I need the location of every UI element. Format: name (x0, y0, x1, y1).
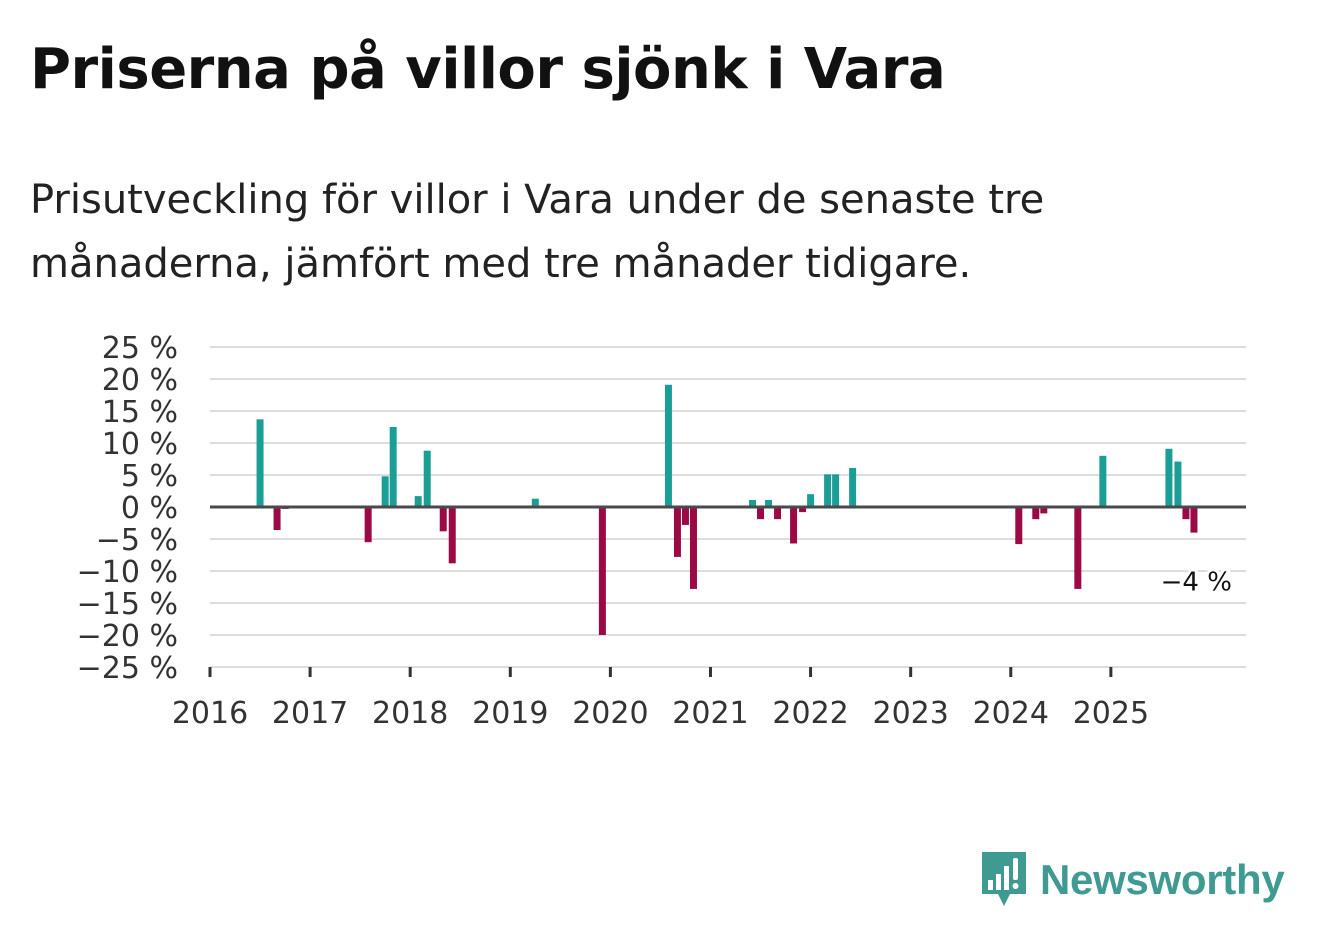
x-tick-label: 2019 (472, 696, 548, 731)
x-tick-label: 2025 (1073, 696, 1149, 731)
bar (774, 507, 782, 520)
bar (681, 507, 689, 525)
bar (799, 507, 807, 513)
y-tick-label: 10 % (102, 427, 178, 462)
bar (757, 507, 765, 520)
bar (1040, 507, 1048, 514)
bar (849, 467, 857, 507)
bar (273, 507, 281, 531)
bar (765, 499, 773, 507)
bar (448, 507, 456, 564)
bar (1099, 455, 1107, 507)
y-tick-label: 0 % (121, 491, 178, 526)
bar (673, 507, 681, 557)
bar (1032, 507, 1040, 520)
newsworthy-logo: Newsworthy (980, 848, 1285, 912)
bar (414, 496, 422, 507)
bar (1074, 507, 1082, 589)
bar (1174, 461, 1182, 507)
y-tick-label: 15 % (102, 395, 178, 430)
y-tick-label: −20 % (77, 619, 178, 654)
x-axis: 2016 2017 2018 2019 2020 2021 2022 2023 2024 2025 (172, 666, 1246, 731)
annotations: −4 % (1158, 565, 1235, 601)
bar (598, 507, 606, 635)
y-tick-label: −15 % (77, 587, 178, 622)
last-value-label: −4 % (1161, 568, 1232, 598)
newsworthy-logo-icon (982, 852, 1026, 906)
bar (689, 507, 697, 589)
x-tick-label: 2022 (772, 696, 848, 731)
chart-title: Priserna på villor sjönk i Vara (30, 37, 946, 102)
x-tick-label: 2024 (973, 696, 1049, 731)
bar (256, 419, 264, 507)
x-tick-label: 2020 (572, 696, 648, 731)
y-tick-label: −25 % (77, 651, 178, 686)
y-tick-label: 5 % (121, 459, 178, 494)
chart-subtitle: Prisutveckling för villor i Vara under d… (30, 177, 1045, 287)
bar (1190, 507, 1198, 533)
brand-name: Newsworthy (1040, 856, 1285, 903)
bar (1182, 507, 1190, 520)
bar (381, 476, 389, 507)
y-axis-tick-labels: 25 %20 %15 %10 %5 %0 %−5 %−10 %−15 %−20 … (77, 331, 178, 686)
bar (389, 427, 397, 507)
bar (664, 384, 672, 507)
bar (749, 499, 757, 507)
x-tick-label: 2023 (872, 696, 948, 731)
bar (439, 507, 447, 532)
bar (423, 450, 431, 507)
bar (1015, 507, 1023, 545)
bar (531, 498, 539, 507)
y-tick-label: −10 % (77, 555, 178, 590)
x-tick-label: 2017 (272, 696, 348, 731)
bar (790, 507, 798, 544)
y-tick-label: −5 % (96, 523, 178, 558)
bar (824, 474, 832, 507)
bar-chart: 25 %20 %15 %10 %5 %0 %−5 %−10 %−15 %−20 … (77, 331, 1246, 731)
x-tick-label: 2016 (172, 696, 248, 731)
x-tick-label: 2018 (372, 696, 448, 731)
y-tick-label: 20 % (102, 363, 178, 398)
bar (1165, 448, 1173, 507)
bar (832, 474, 840, 507)
y-tick-label: 25 % (102, 331, 178, 366)
bar (364, 507, 372, 543)
bar (807, 494, 815, 507)
bars (256, 384, 1198, 635)
x-tick-label: 2021 (672, 696, 748, 731)
